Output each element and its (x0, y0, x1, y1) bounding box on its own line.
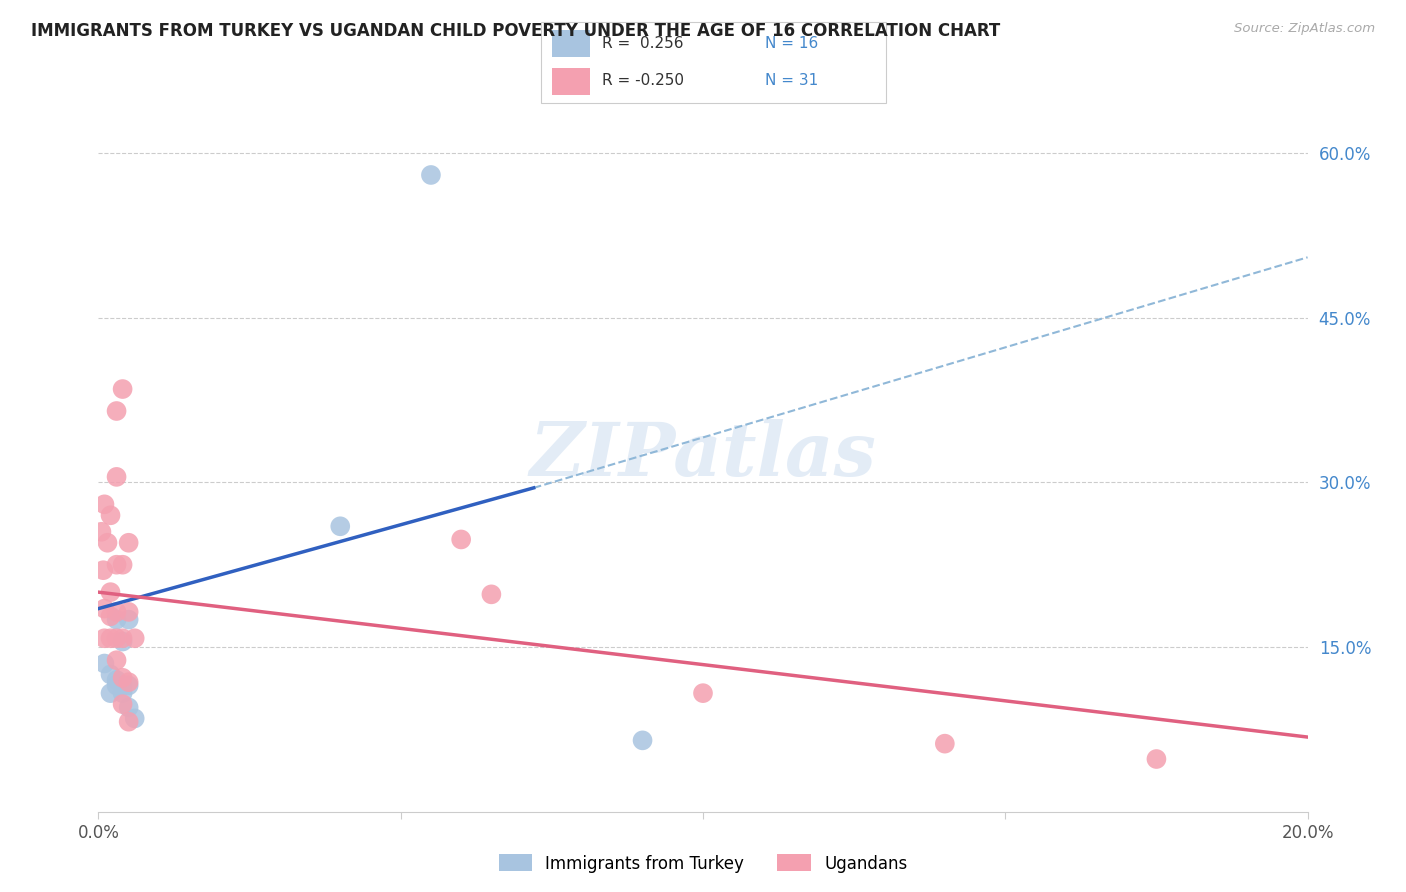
Text: R =  0.256: R = 0.256 (602, 37, 683, 52)
Point (100, 632, 122, 646)
FancyBboxPatch shape (551, 68, 589, 95)
Text: R = -0.250: R = -0.250 (602, 73, 683, 88)
Point (111, 697, 134, 711)
Point (100, 508, 122, 523)
Point (105, 605, 128, 619)
Text: N = 31: N = 31 (765, 73, 818, 88)
Point (631, 733, 654, 747)
Point (100, 686, 122, 700)
Point (93, 632, 115, 646)
Point (105, 613, 128, 627)
Point (450, 533, 472, 547)
Point (118, 700, 141, 714)
Point (105, 558, 128, 572)
Point (100, 667, 122, 681)
Point (111, 671, 134, 685)
Text: N = 16: N = 16 (765, 37, 818, 52)
Text: Source: ZipAtlas.com: Source: ZipAtlas.com (1234, 22, 1375, 36)
Point (329, 519, 352, 533)
Point (111, 632, 134, 646)
Point (111, 686, 134, 700)
Point (420, 168, 443, 182)
Point (1144, 752, 1167, 766)
Point (481, 587, 503, 601)
Point (105, 404, 128, 418)
Point (105, 632, 128, 646)
Point (100, 609, 122, 624)
FancyBboxPatch shape (551, 30, 589, 57)
Point (118, 714, 141, 729)
Point (105, 470, 128, 484)
Point (118, 605, 141, 619)
Point (118, 613, 141, 627)
Point (91, 563, 114, 577)
Point (96, 535, 118, 549)
Point (692, 686, 714, 700)
Point (105, 653, 128, 667)
Point (93, 657, 115, 671)
Legend: Immigrants from Turkey, Ugandans: Immigrants from Turkey, Ugandans (492, 847, 914, 880)
Point (124, 632, 146, 646)
Point (93, 601, 115, 615)
Point (111, 678, 134, 692)
Point (934, 737, 956, 751)
Point (100, 585, 122, 599)
Text: ZIPatlas: ZIPatlas (530, 418, 876, 491)
Point (124, 711, 146, 725)
Point (118, 678, 141, 692)
Point (111, 382, 134, 396)
Point (93, 497, 115, 511)
Point (111, 558, 134, 572)
Point (118, 675, 141, 690)
Text: IMMIGRANTS FROM TURKEY VS UGANDAN CHILD POVERTY UNDER THE AGE OF 16 CORRELATION : IMMIGRANTS FROM TURKEY VS UGANDAN CHILD … (31, 22, 1000, 40)
Point (111, 634, 134, 648)
Point (118, 535, 141, 549)
Point (90, 524, 112, 539)
Point (105, 678, 128, 692)
Point (105, 673, 128, 687)
